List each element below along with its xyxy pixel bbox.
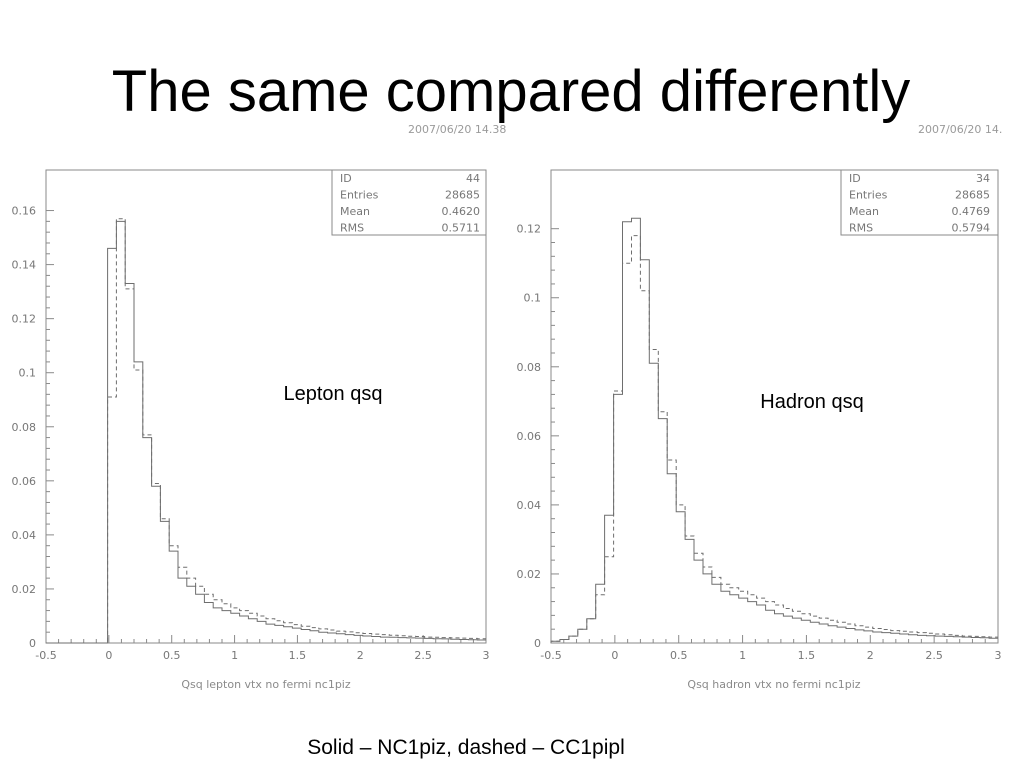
y-tick-label: 0.08 [517, 361, 542, 374]
x-tick-label: 1.5 [798, 649, 816, 662]
stats-box [840, 169, 999, 236]
x-tick-label: 0 [105, 649, 112, 662]
stats-box [331, 169, 487, 236]
slide-title: The same compared differently [111, 59, 911, 124]
plot-frame [550, 169, 999, 644]
x-tick-label: -0.5 [540, 649, 561, 662]
x-tick-label: 3 [995, 649, 1002, 662]
stats-value: 28685 [955, 189, 990, 202]
y-tick-label: 0.1 [524, 292, 542, 305]
y-tick-label: 0.04 [517, 499, 542, 512]
x-tick-label: 2 [867, 649, 874, 662]
x-tick-label: 0 [611, 649, 618, 662]
stats-value: 0.5711 [442, 222, 481, 235]
y-tick-label: 0.14 [12, 259, 37, 272]
x-tick-label: 2 [357, 649, 364, 662]
y-tick-label: 0.08 [12, 421, 37, 434]
plot-frame [45, 169, 487, 644]
x-tick-label: 0.5 [670, 649, 688, 662]
stats-label: ID [340, 172, 352, 185]
stats-label: ID [849, 172, 861, 185]
stats-value: 0.5794 [952, 222, 991, 235]
x-tick-label: 3 [483, 649, 490, 662]
x-tick-label: 1 [739, 649, 746, 662]
y-tick-label: 0.04 [12, 529, 37, 542]
stats-value: 0.4620 [442, 205, 481, 218]
x-tick-label: -0.5 [35, 649, 56, 662]
histogram-series-nc1piz [550, 217, 998, 643]
stats-label: Entries [849, 189, 888, 202]
slide-caption: Solid – NC1piz, dashed – CC1pipl [307, 736, 625, 759]
chart-annotation: Lepton qsq [284, 383, 383, 405]
y-tick-label: 0.16 [12, 205, 37, 218]
stats-label: RMS [849, 222, 873, 235]
y-tick-label: 0.12 [517, 223, 542, 236]
x-tick-label: 0.5 [163, 649, 181, 662]
stats-value: 44 [466, 172, 480, 185]
histogram-series-cc1pipl [550, 235, 998, 643]
x-tick-label: 2.5 [925, 649, 943, 662]
x-tick-label: 1 [231, 649, 238, 662]
y-tick-label: 0.06 [12, 475, 37, 488]
stats-label: Mean [849, 205, 879, 218]
y-tick-label: 0.12 [12, 313, 37, 326]
timestamp: 2007/06/20 14. [918, 123, 1002, 136]
stats-label: Mean [340, 205, 370, 218]
y-tick-label: 0.1 [19, 367, 37, 380]
timestamp: 2007/06/20 14.38 [408, 123, 506, 136]
y-tick-label: 0 [534, 637, 541, 650]
x-tick-label: 2.5 [414, 649, 432, 662]
x-tick-label: 1.5 [289, 649, 307, 662]
stats-label: Entries [340, 189, 379, 202]
y-tick-label: 0.02 [517, 568, 542, 581]
stats-value: 28685 [445, 189, 480, 202]
chart-annotation: Hadron qsq [760, 391, 863, 413]
histogram-panel-right: 2007/06/20 14. 0 0.02 0.04 0.06 0.08 0.1 0.12 -0… [517, 123, 1003, 691]
x-axis-label: Qsq lepton vtx no fermi nc1piz [181, 678, 351, 691]
stats-value: 34 [976, 172, 990, 185]
y-tick-label: 0.06 [517, 430, 542, 443]
stats-label: RMS [340, 222, 364, 235]
stats-value: 0.4769 [952, 205, 991, 218]
x-axis-label: Qsq hadron vtx no fermi nc1piz [687, 678, 860, 691]
y-tick-label: 0 [29, 637, 36, 650]
histogram-series-cc1pipl [46, 218, 486, 644]
histogram-series-nc1piz [46, 220, 486, 644]
y-tick-label: 0.02 [12, 583, 37, 596]
histogram-panel-left: 2007/06/20 14.38 0 0.02 0.04 0.06 0.08 0.1 0.12… [12, 123, 507, 691]
